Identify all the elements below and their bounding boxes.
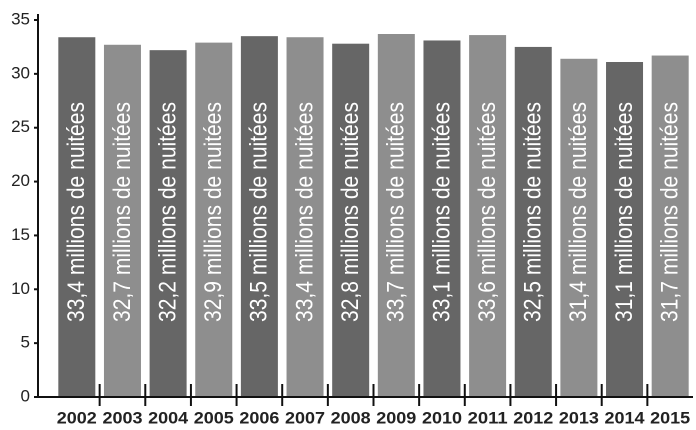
x-tick-label: 2003 xyxy=(102,408,142,427)
bar xyxy=(58,37,96,398)
x-tick-label: 2007 xyxy=(285,408,325,427)
x-tick-label: 2005 xyxy=(194,408,234,427)
bar xyxy=(514,46,552,398)
value-label: 32,2 millions de nuitées xyxy=(154,102,181,322)
value-label: 33,4 millions de nuitées xyxy=(63,102,90,322)
value-label: 33,4 millions de nuitées xyxy=(291,102,318,322)
y-tick-label: 35 xyxy=(11,9,30,28)
x-tick-label: 2010 xyxy=(422,408,462,427)
x-tick-label: 2013 xyxy=(559,408,599,427)
x-tick-label: 2015 xyxy=(650,408,690,427)
y-tick-label: 25 xyxy=(11,117,30,136)
bar xyxy=(606,62,644,397)
value-label: 33,7 millions de nuitées xyxy=(383,102,410,322)
y-tick-label: 0 xyxy=(21,386,30,405)
x-tick-label: 2012 xyxy=(513,408,553,427)
value-label: 33,1 millions de nuitées xyxy=(428,102,455,322)
bar xyxy=(377,34,415,397)
y-tick-label: 5 xyxy=(21,333,30,352)
bar xyxy=(332,43,370,397)
bar xyxy=(195,42,233,398)
y-tick-label: 30 xyxy=(11,63,30,82)
x-tick-label: 2011 xyxy=(468,408,508,427)
value-label: 31,1 millions de nuitées xyxy=(611,102,638,322)
value-label: 31,7 millions de nuitées xyxy=(657,102,684,322)
bar xyxy=(651,55,689,397)
x-tick-label: 2014 xyxy=(605,408,646,427)
value-label: 32,9 millions de nuitées xyxy=(200,102,227,322)
value-label: 31,4 millions de nuitées xyxy=(565,102,592,322)
bar xyxy=(560,58,598,398)
bar xyxy=(469,35,507,398)
value-label: 32,7 millions de nuitées xyxy=(109,102,136,322)
bar xyxy=(240,36,278,398)
x-tick-label: 2009 xyxy=(376,408,416,427)
bar xyxy=(423,40,461,398)
value-label: 32,5 millions de nuitées xyxy=(520,102,547,322)
bar xyxy=(149,50,187,397)
bar xyxy=(103,44,141,397)
y-tick-label: 15 xyxy=(11,225,30,244)
y-tick-label: 10 xyxy=(11,279,30,298)
x-tick-label: 2006 xyxy=(239,408,279,427)
bar xyxy=(286,37,324,398)
x-tick-label: 2004 xyxy=(148,408,189,427)
value-label: 32,8 millions de nuitées xyxy=(337,102,364,322)
x-tick-label: 2002 xyxy=(57,408,97,427)
y-tick-label: 20 xyxy=(11,171,30,190)
value-label: 33,5 millions de nuitées xyxy=(246,102,273,322)
x-tick-label: 2008 xyxy=(331,408,371,427)
value-label: 33,6 millions de nuitées xyxy=(474,102,501,322)
